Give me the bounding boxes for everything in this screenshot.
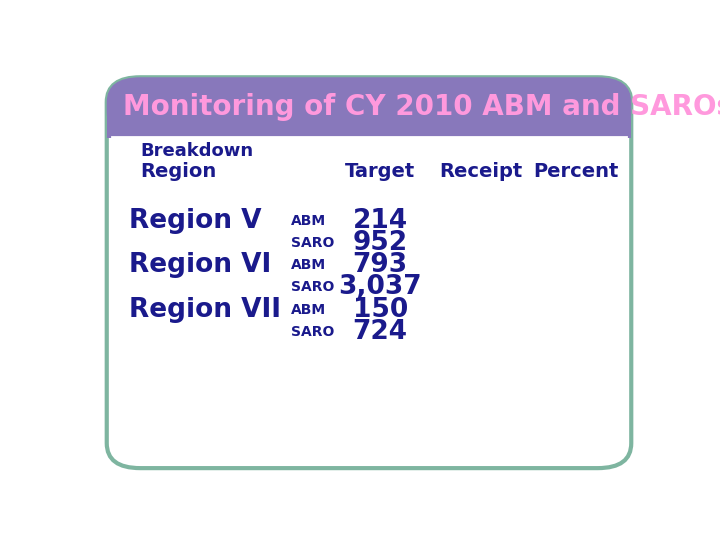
Text: Region VII: Region VII <box>129 296 281 323</box>
Text: 793: 793 <box>353 252 408 278</box>
Text: 214: 214 <box>353 208 408 234</box>
Text: Region: Region <box>140 162 217 181</box>
FancyBboxPatch shape <box>107 77 631 138</box>
Text: Target: Target <box>345 162 415 181</box>
Text: 724: 724 <box>353 319 408 345</box>
Bar <box>107 111 631 138</box>
Text: SARO: SARO <box>291 325 334 339</box>
Text: SARO: SARO <box>291 280 334 294</box>
Text: 952: 952 <box>353 230 408 256</box>
Text: ABM: ABM <box>291 258 326 272</box>
Text: 150: 150 <box>353 296 408 323</box>
Text: Receipt: Receipt <box>439 162 522 181</box>
Text: ABM: ABM <box>291 214 326 228</box>
Text: Monitoring of CY 2010 ABM and SAROs: Monitoring of CY 2010 ABM and SAROs <box>124 93 720 122</box>
Text: Breakdown: Breakdown <box>140 143 253 160</box>
Text: ABM: ABM <box>291 303 326 316</box>
Text: Percent: Percent <box>533 162 618 181</box>
FancyBboxPatch shape <box>107 77 631 468</box>
Text: Region V: Region V <box>129 208 261 234</box>
Text: Region VI: Region VI <box>129 252 271 278</box>
Text: SARO: SARO <box>291 236 334 250</box>
Text: 3,037: 3,037 <box>338 274 422 300</box>
